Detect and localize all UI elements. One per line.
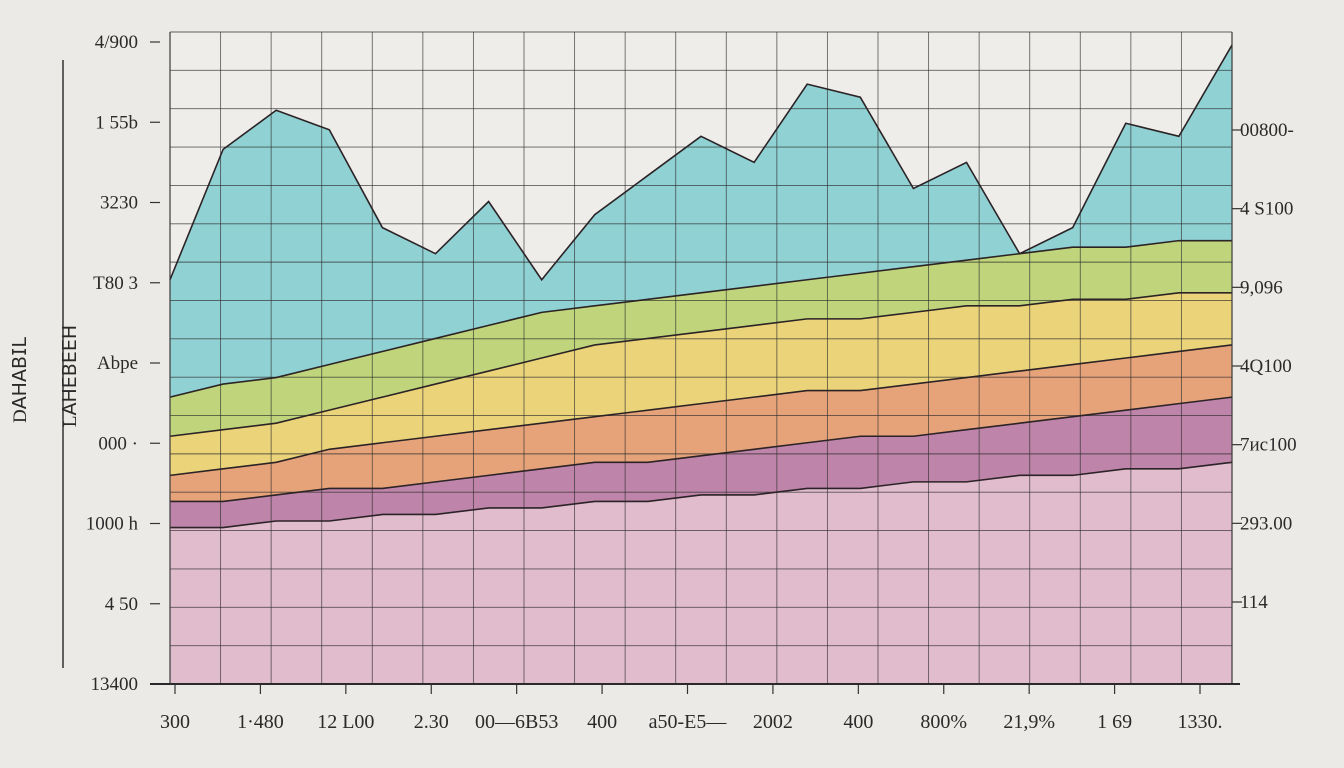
right-tick-label: 114 (1240, 592, 1268, 613)
left-tick-label: Abpe (97, 353, 138, 374)
area-series-6 (170, 462, 1232, 684)
right-tick-label: 4 S100 (1240, 199, 1293, 220)
right-axis: 00800- 4 S100 9,096 4Q100 7ис100 293.00 114 (1232, 120, 1297, 613)
left-tick-label: 4/900 (95, 32, 138, 53)
bottom-tick-label: 1330. (1178, 711, 1223, 733)
left-tick-label: 000 · (98, 433, 138, 454)
right-tick-label: 7ис100 (1240, 435, 1297, 456)
left-axis: 4/900 1 55b 3230 T80 3 Abpe 000 · 1000 h 4 50 13… (86, 32, 160, 695)
bottom-tick-label: 12 L00 (317, 711, 374, 733)
bottom-axis: 300 1·480 12 L00 2.30 00—6B53 400 a50-E5— 2002 4… (160, 684, 1223, 733)
y-axis-title-secondary: L𝖠𝖧𝖤𝖡𝖤𝖤𝖧 (60, 325, 81, 427)
series-lines (169, 44, 1233, 529)
bottom-tick-label: 2.30 (414, 711, 449, 733)
series-line-6 (170, 461, 1233, 529)
left-tick-label: T80 3 (93, 273, 138, 294)
bottom-tick-label: 1·480 (237, 711, 284, 733)
bottom-tick-label: 2002 (753, 711, 793, 733)
right-tick-label: 00800- (1240, 120, 1294, 141)
bottom-tick-label: a50-E5— (649, 711, 728, 733)
bottom-tick-label: 00—6B53 (475, 711, 558, 733)
grid-lines (170, 31, 1232, 685)
bottom-tick-label: 21,9% (1003, 711, 1055, 733)
left-tick-label: 13400 (91, 674, 139, 695)
right-tick-label: 9,096 (1240, 277, 1283, 298)
bottom-tick-label: 1 69 (1097, 711, 1132, 733)
bottom-tick-label: 400 (587, 711, 617, 733)
series-line-2 (169, 239, 1232, 398)
left-tick-label: 3230 (100, 193, 138, 214)
series-line-5 (170, 396, 1233, 503)
right-tick-label: 293.00 (1240, 513, 1292, 534)
left-tick-label: 1000 h (86, 514, 139, 535)
y-axis-title: D𝖠𝖧𝖠𝖡𝖨𝖫 (10, 337, 31, 423)
right-tick-label: 4Q100 (1240, 356, 1292, 377)
bottom-tick-label: 400 (843, 711, 873, 733)
left-tick-label: 1 55b (95, 112, 138, 133)
series-line-3 (169, 292, 1232, 438)
series-line-4 (169, 344, 1233, 477)
bottom-tick-label: 300 (160, 711, 190, 733)
area-layers (170, 45, 1232, 685)
series-line-1 (169, 44, 1233, 282)
left-tick-label: 4 50 (105, 594, 138, 615)
bottom-tick-label: 800% (920, 711, 967, 733)
